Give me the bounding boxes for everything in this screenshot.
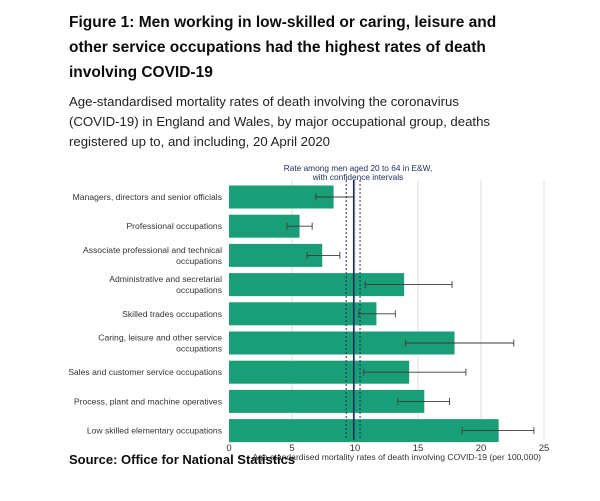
source-note: Source: Office for National Statistics (69, 452, 296, 467)
reference-label: with confidence intervals (312, 172, 403, 182)
x-tick-label: 25 (539, 443, 550, 454)
category-label-line: Sales and customer service occupations (68, 367, 222, 377)
category-label: Process, plant and machine operatives (74, 396, 222, 406)
category-label-line: occupations (176, 285, 222, 295)
bar (229, 302, 377, 326)
category-label: Professional occupations (126, 221, 222, 231)
bar (229, 331, 455, 355)
category-label-line: Skilled trades occupations (122, 309, 222, 319)
bar (229, 419, 499, 443)
bar (229, 185, 334, 209)
category-label-line: Caring, leisure and other service (98, 333, 222, 343)
category-label-line: Managers, directors and senior officials (73, 192, 222, 202)
bar (229, 214, 300, 238)
category-label-line: Administrative and secretarial (109, 274, 222, 284)
category-label-line: occupations (176, 343, 222, 353)
bar (229, 389, 425, 413)
bar (229, 243, 323, 267)
category-label: Associate professional and technical occu… (83, 245, 222, 266)
reference-label: Rate among men aged 20 to 64 in E&W, (284, 163, 433, 173)
category-label-line: occupations (176, 256, 222, 266)
bar (229, 360, 410, 384)
bar (229, 273, 405, 297)
category-label: Low skilled elementary occupations (87, 426, 222, 436)
x-tick-label: 15 (413, 443, 424, 454)
x-tick-label: 10 (350, 443, 361, 454)
x-axis-title: Age standardised mortality rates of deat… (252, 452, 541, 462)
category-label: Managers, directors and senior officials (73, 192, 222, 202)
category-label: Sales and customer service occupations (68, 367, 222, 377)
category-label-line: Associate professional and technical (83, 245, 222, 255)
category-label: Skilled trades occupations (122, 309, 222, 319)
x-tick-label: 5 (289, 443, 294, 454)
category-label: Administrative and secretarial occupation… (109, 274, 222, 295)
x-tick-label: 0 (226, 443, 231, 454)
category-label-line: Process, plant and machine operatives (74, 396, 222, 406)
figure-subtitle: Age-standardised mortality rates of deat… (69, 94, 491, 149)
category-label: Caring, leisure and other service occupat… (98, 333, 222, 354)
figure-title: Figure 1: Men working in low-skilled or … (69, 14, 497, 81)
category-label-line: Low skilled elementary occupations (87, 426, 222, 436)
category-label-line: Professional occupations (126, 221, 222, 231)
x-tick-label: 20 (476, 443, 487, 454)
